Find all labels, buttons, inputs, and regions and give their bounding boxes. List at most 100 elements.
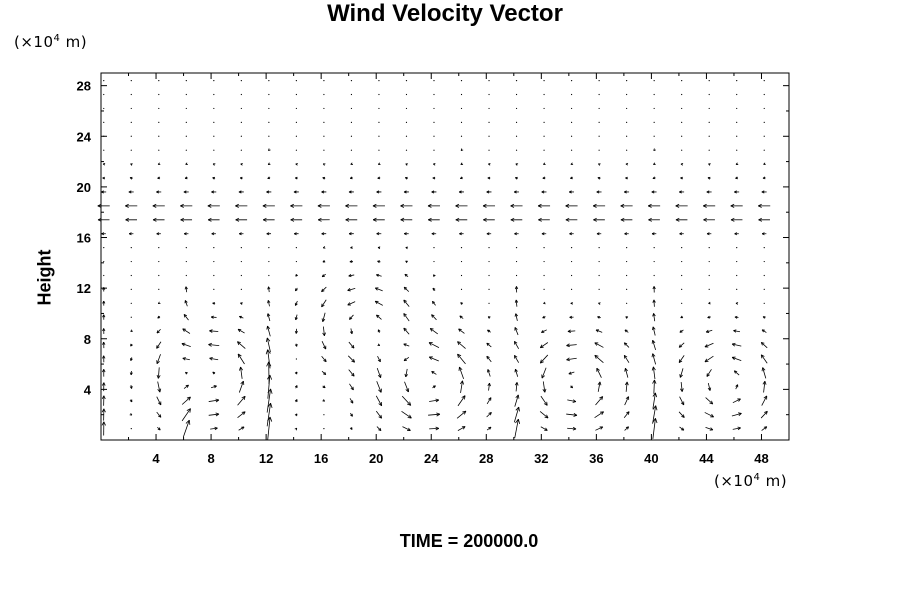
- wind-vector: [322, 326, 326, 337]
- wind-vector: [458, 328, 465, 334]
- wind-vector: [295, 287, 298, 292]
- wind-vector: [208, 412, 220, 417]
- wind-vector: [708, 247, 710, 249]
- wind-vector: [240, 260, 242, 263]
- wind-vector: [295, 121, 297, 123]
- wind-vector: [130, 302, 132, 304]
- wind-vector: [681, 79, 683, 82]
- wind-vector: [266, 325, 271, 337]
- wind-vector: [598, 302, 601, 305]
- wind-vector: [266, 190, 272, 194]
- wind-vector: [349, 398, 354, 404]
- wind-vector: [597, 315, 601, 319]
- wind-vector: [157, 426, 161, 431]
- wind-vector: [158, 149, 160, 151]
- wind-vector: [212, 371, 216, 375]
- wind-vector: [350, 412, 353, 417]
- wind-vector: [515, 247, 518, 249]
- wind-vector: [626, 79, 628, 82]
- x-tick-label: 44: [699, 451, 714, 466]
- wind-vector: [736, 247, 738, 249]
- wind-vector: [680, 176, 683, 180]
- wind-vector: [405, 79, 408, 82]
- wind-vector: [734, 315, 739, 319]
- wind-vector: [240, 79, 242, 82]
- wind-vector: [207, 217, 220, 222]
- wind-vector: [158, 121, 160, 123]
- wind-vector: [455, 217, 468, 222]
- wind-vector: [708, 163, 711, 166]
- wind-vector: [730, 203, 743, 208]
- wind-vector: [514, 382, 519, 392]
- wind-vector: [377, 176, 381, 180]
- wind-vector: [349, 427, 353, 430]
- wind-vector: [515, 135, 518, 137]
- wind-vector: [402, 426, 411, 431]
- wind-vector: [130, 93, 132, 96]
- wind-vector: [130, 247, 132, 249]
- wind-vector: [345, 203, 358, 208]
- wind-vector: [405, 121, 408, 123]
- wind-vector: [428, 356, 439, 362]
- wind-vector: [182, 419, 191, 438]
- wind-vector: [317, 217, 330, 222]
- wind-vector: [294, 399, 298, 403]
- wind-vector: [681, 135, 683, 137]
- wind-vector: [345, 217, 358, 222]
- wind-vector: [185, 247, 187, 249]
- wind-vector: [181, 396, 191, 405]
- wind-vector: [185, 121, 187, 123]
- wind-vector: [515, 79, 518, 82]
- wind-vector: [378, 79, 380, 82]
- wind-vector: [433, 79, 435, 82]
- wind-vector: [377, 343, 381, 346]
- wind-vector: [212, 163, 216, 166]
- wind-vector: [625, 176, 628, 180]
- wind-vector: [708, 301, 711, 305]
- wind-vector: [543, 93, 545, 96]
- x-tick-label: 48: [754, 451, 768, 466]
- wind-vector: [514, 368, 519, 377]
- wind-vector: [681, 260, 683, 263]
- wind-vector: [488, 121, 490, 123]
- wind-vector: [376, 426, 382, 432]
- wind-vector: [375, 410, 383, 419]
- wind-vector: [708, 121, 710, 123]
- wind-vector: [568, 371, 575, 375]
- wind-vector: [651, 366, 656, 380]
- wind-vector: [102, 328, 106, 334]
- wind-vector: [567, 399, 577, 403]
- wind-vector: [570, 385, 574, 389]
- wind-vector: [294, 328, 298, 334]
- wind-vector: [653, 247, 655, 249]
- wind-vector: [238, 190, 244, 194]
- wind-vector: [460, 247, 463, 249]
- wind-vector: [102, 355, 106, 363]
- wind-vector: [235, 203, 248, 208]
- wind-vector: [237, 411, 246, 418]
- wind-vector: [212, 302, 216, 305]
- wind-vector: [152, 203, 165, 208]
- wind-vector: [761, 329, 767, 333]
- wind-vector: [372, 203, 385, 208]
- wind-vector: [183, 314, 189, 321]
- wind-vector: [704, 342, 714, 348]
- wind-vector: [566, 343, 577, 348]
- wind-vector: [761, 367, 767, 379]
- wind-vector: [377, 246, 381, 250]
- wind-vector: [594, 342, 604, 348]
- wind-vector: [623, 411, 630, 418]
- wind-vector: [625, 316, 629, 319]
- wind-vector: [130, 121, 132, 123]
- wind-vector: [626, 247, 628, 249]
- wind-vector: [736, 107, 738, 110]
- wind-vector: [156, 411, 162, 418]
- wind-vector: [240, 107, 242, 110]
- wind-vector: [653, 79, 655, 82]
- wind-vector: [376, 368, 382, 379]
- wind-vector: [598, 288, 600, 291]
- wind-vector: [238, 380, 245, 393]
- wind-vector: [125, 203, 138, 208]
- wind-vector: [460, 107, 463, 110]
- wind-vector: [401, 395, 412, 406]
